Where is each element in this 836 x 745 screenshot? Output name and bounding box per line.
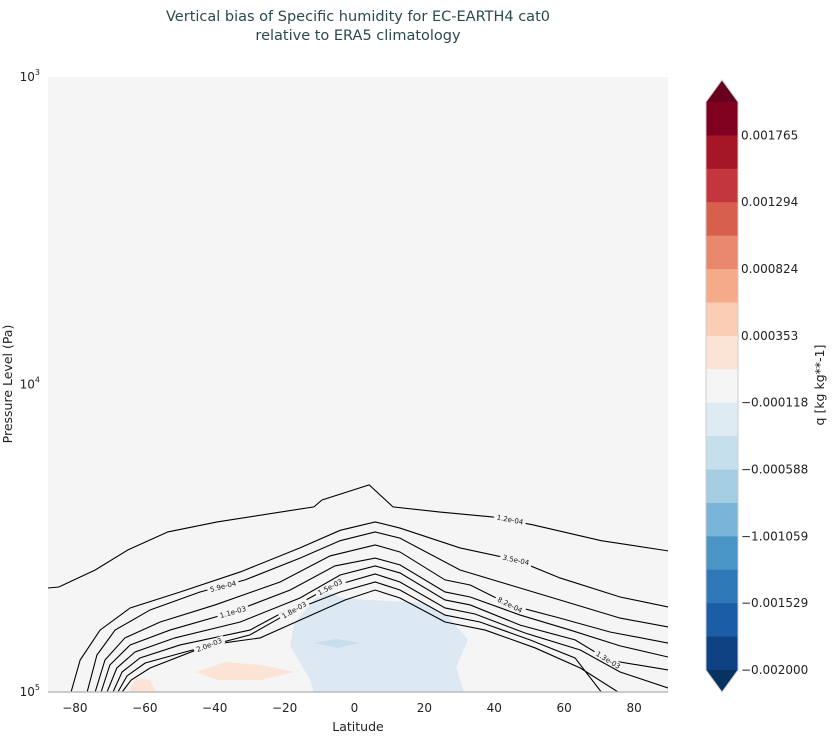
colorbar-extend-bottom — [706, 670, 738, 692]
contour-line — [100, 557, 668, 692]
x-axis-label: Latitude — [332, 719, 384, 734]
contour-label-gap — [499, 552, 533, 568]
colorbar-band — [706, 502, 738, 537]
filled-region — [128, 678, 156, 692]
y-ticks: 103 104 105 — [20, 68, 40, 699]
filled-regions — [128, 590, 469, 692]
contour-label-gap — [493, 512, 527, 527]
contour-line — [121, 589, 619, 692]
x-tick-label: 40 — [487, 701, 502, 715]
contour-label-gap — [206, 578, 240, 595]
contour-label-gap — [216, 603, 250, 621]
x-ticks: −80 −60 −40 −20 0 20 40 60 80 — [62, 701, 641, 715]
chart-subtitle: relative to ERA5 climatology — [255, 28, 461, 44]
colorbar-tick-label: −0.002000 — [741, 663, 808, 677]
colorbar-tick-label: 0.000824 — [741, 262, 798, 276]
colorbar-band — [706, 302, 738, 337]
colorbar-tick-label: −0.000118 — [741, 396, 808, 410]
colorbar-band — [706, 369, 738, 404]
colorbar-extend-top — [706, 80, 738, 102]
colorbar-tick-label: 0.001765 — [741, 128, 798, 142]
contour-label-gap — [192, 635, 226, 655]
x-tick-label: −80 — [62, 701, 87, 715]
colorbar-band — [706, 402, 738, 437]
x-tick-label: −60 — [132, 701, 157, 715]
colorbar-band — [706, 269, 738, 303]
plot-area — [48, 77, 668, 692]
x-tick-label: −40 — [202, 701, 227, 715]
contour-label-gap — [278, 598, 310, 622]
x-tick-label: 80 — [626, 701, 641, 715]
colorbar-band — [706, 102, 738, 136]
colorbar-label: q [kg kg**-1] — [812, 345, 827, 426]
colorbar-band — [706, 235, 738, 270]
x-tick-label: −20 — [272, 701, 297, 715]
contour-1.2e-04: 1.2e-04 — [48, 484, 668, 589]
contour-line — [117, 581, 602, 692]
colorbar-outline — [705, 79, 739, 693]
colorbar-band — [706, 636, 738, 671]
colorbar-band — [706, 469, 738, 504]
colorbar-band — [706, 335, 738, 370]
y-tick-label: 103 — [20, 68, 40, 84]
filled-region — [196, 662, 295, 680]
contour-label-gap — [592, 648, 624, 672]
colorbar-band — [706, 202, 738, 237]
contour-line — [106, 565, 668, 692]
contour-label-gap — [493, 594, 527, 616]
colorbar-band — [706, 569, 738, 604]
contour-line — [94, 544, 668, 692]
colorbar-band — [706, 603, 738, 638]
x-tick-label: 60 — [557, 701, 572, 715]
colorbar-band — [706, 168, 738, 203]
x-tick-label: 20 — [417, 701, 432, 715]
filled-region — [290, 590, 469, 692]
contour-line — [86, 531, 668, 692]
y-tick-label: 105 — [20, 683, 40, 699]
y-tick-label: 104 — [20, 376, 40, 392]
filled-region — [313, 638, 361, 648]
y-axis-label: Pressure Level (Pa) — [0, 325, 15, 444]
colorbar-tick-label: 0.001294 — [741, 195, 798, 209]
x-tick-label: 0 — [351, 701, 359, 715]
colorbar-tick-label: −0.001529 — [741, 596, 808, 610]
colorbar: 0.001765 0.001294 0.000824 0.000353 −0.00011… — [705, 79, 808, 693]
chart-title: Vertical bias of Specific humidity for E… — [166, 9, 550, 25]
colorbar-band — [706, 135, 738, 170]
contour-line — [70, 521, 668, 692]
colorbar-tick-label: 0.000353 — [741, 329, 798, 343]
colorbar-tick-label: −1.001059 — [741, 529, 808, 543]
colorbar-tick-label: −0.000588 — [741, 463, 808, 477]
colorbar-band — [706, 436, 738, 471]
colorbar-band — [706, 536, 738, 571]
contour-label-gap — [314, 575, 347, 599]
contour-line — [112, 573, 668, 692]
